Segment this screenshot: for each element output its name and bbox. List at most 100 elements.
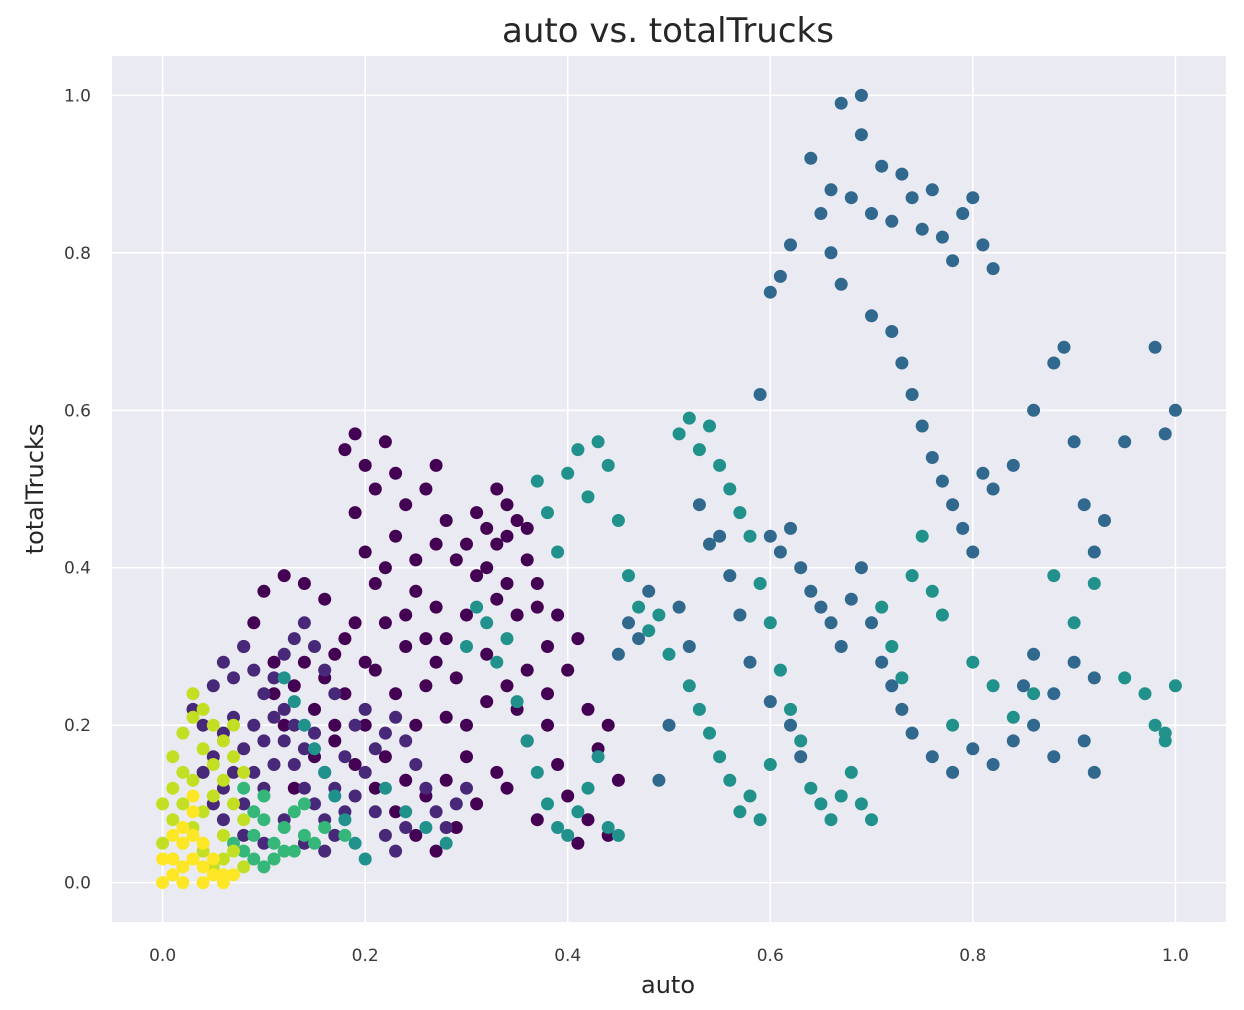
data-point xyxy=(773,663,787,677)
data-point xyxy=(389,466,403,480)
data-point xyxy=(510,514,524,527)
data-point xyxy=(1087,671,1101,685)
data-point xyxy=(935,474,949,488)
data-point xyxy=(956,521,970,535)
data-point xyxy=(237,781,251,795)
x-tick-labels: 0.0 0.2 0.4 0.6 0.8 1.0 xyxy=(149,946,1189,966)
data-point xyxy=(642,584,656,598)
data-point xyxy=(500,781,514,795)
data-point xyxy=(1057,340,1071,354)
data-point xyxy=(389,529,403,543)
data-point xyxy=(277,718,291,732)
data-point xyxy=(753,813,767,827)
data-point xyxy=(824,183,838,197)
data-point xyxy=(439,710,453,724)
data-point xyxy=(156,797,170,811)
data-point xyxy=(571,836,585,850)
data-point xyxy=(166,813,180,827)
data-point xyxy=(976,238,990,252)
data-point xyxy=(1168,403,1182,417)
data-point xyxy=(622,616,635,630)
data-point xyxy=(854,561,868,575)
data-point xyxy=(328,647,342,661)
data-point xyxy=(247,805,261,819)
data-point xyxy=(308,640,321,653)
data-point xyxy=(591,750,605,764)
data-point xyxy=(541,640,554,653)
data-point xyxy=(692,702,706,716)
data-point xyxy=(480,616,494,630)
data-point xyxy=(875,655,889,669)
data-point xyxy=(1158,427,1172,441)
data-point xyxy=(1148,340,1162,354)
data-point xyxy=(328,718,342,732)
data-point xyxy=(267,687,281,701)
series-cluster-6 xyxy=(156,789,240,890)
data-point xyxy=(885,214,899,228)
data-point xyxy=(297,828,311,842)
data-point xyxy=(460,608,473,622)
data-point xyxy=(490,592,504,606)
y-axis-label: totalTrucks xyxy=(21,424,49,555)
data-point xyxy=(166,781,180,795)
data-point xyxy=(703,537,716,551)
data-point xyxy=(257,584,271,598)
data-point xyxy=(378,435,392,449)
data-point xyxy=(470,797,484,811)
data-point xyxy=(986,758,1000,771)
data-point xyxy=(763,758,777,771)
data-point xyxy=(672,427,686,441)
data-point xyxy=(925,584,939,598)
data-point xyxy=(733,608,747,622)
data-point xyxy=(368,781,382,795)
data-point xyxy=(368,663,382,677)
data-point xyxy=(247,765,261,779)
data-point xyxy=(500,498,514,512)
data-point xyxy=(581,813,595,827)
data-point xyxy=(297,655,311,669)
data-point xyxy=(460,640,473,653)
data-point xyxy=(237,828,251,842)
data-point xyxy=(216,828,230,842)
data-point xyxy=(176,836,190,850)
data-point xyxy=(247,718,261,732)
data-point xyxy=(844,592,858,606)
data-point xyxy=(865,616,878,630)
data-point xyxy=(186,852,200,866)
data-point xyxy=(257,734,271,748)
data-point xyxy=(541,687,554,701)
data-point xyxy=(267,671,281,685)
data-point xyxy=(632,632,646,646)
data-point xyxy=(257,860,271,874)
data-point xyxy=(1077,734,1091,748)
data-point xyxy=(439,514,453,527)
data-point xyxy=(328,828,342,842)
data-point xyxy=(277,671,291,685)
data-point xyxy=(480,695,494,709)
data-point xyxy=(237,797,251,811)
data-point xyxy=(824,616,838,630)
data-point xyxy=(419,781,433,795)
data-point xyxy=(206,852,220,866)
data-point xyxy=(854,797,868,811)
data-point xyxy=(257,687,271,701)
data-point xyxy=(733,506,747,520)
data-point xyxy=(338,828,352,842)
data-point xyxy=(267,836,281,850)
data-point xyxy=(1027,403,1041,417)
data-point xyxy=(237,742,251,756)
data-point xyxy=(611,647,625,661)
y-tick-label: 0.8 xyxy=(64,244,91,264)
data-point xyxy=(875,600,889,614)
data-point xyxy=(267,710,281,724)
data-point xyxy=(460,750,473,764)
data-point xyxy=(1027,718,1041,732)
data-point xyxy=(358,765,372,779)
data-point xyxy=(227,765,240,779)
data-point xyxy=(1027,687,1041,701)
data-point xyxy=(520,521,534,535)
data-point xyxy=(723,773,737,787)
data-point xyxy=(297,616,311,630)
data-point xyxy=(378,726,392,740)
data-point xyxy=(1017,679,1030,693)
